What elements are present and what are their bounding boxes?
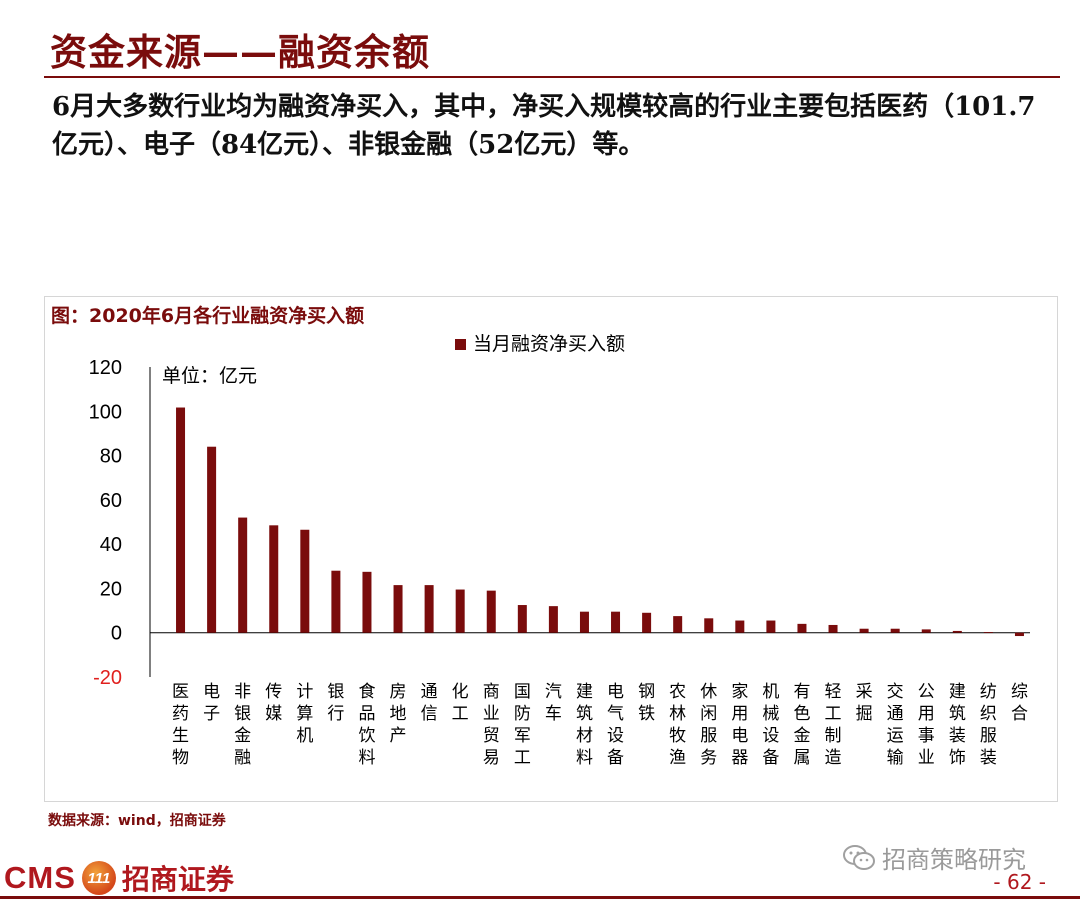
x-tick-label: 家用电器 <box>731 682 748 768</box>
bar-15 <box>611 611 621 633</box>
x-tick-label: 综合 <box>1011 682 1028 724</box>
bar-6 <box>331 570 341 633</box>
y-tick-label: 120 <box>89 357 122 379</box>
y-tick-label: 40 <box>100 534 122 556</box>
x-tick-label: 通信 <box>421 682 438 724</box>
logo-cms-text: CMS <box>4 860 76 895</box>
bar-3 <box>238 517 248 633</box>
bar-8 <box>393 585 403 633</box>
bar-24 <box>890 628 900 633</box>
bar-10 <box>455 589 465 633</box>
bar-22 <box>828 624 838 633</box>
x-tick-label: 机械设备 <box>762 682 779 768</box>
bar-1 <box>176 407 186 633</box>
x-tick-label: 建筑装饰 <box>949 682 966 768</box>
bar-13 <box>548 606 558 633</box>
bar-27 <box>983 632 993 633</box>
bar-19 <box>735 620 745 633</box>
x-tick-label: 银行 <box>327 682 344 724</box>
y-tick-label: 100 <box>89 401 122 423</box>
logo-badge-icon: 111 <box>81 861 116 895</box>
bar-28 <box>1014 632 1024 637</box>
x-tick-label: 非银金融 <box>234 682 251 768</box>
bar-9 <box>424 585 434 633</box>
x-tick-label: 食品饮料 <box>358 682 375 768</box>
bar-26 <box>952 630 962 633</box>
x-tick-label: 传媒 <box>265 682 282 724</box>
bar-14 <box>579 611 589 633</box>
bar-12 <box>517 605 527 633</box>
title-divider <box>44 76 1060 78</box>
x-tick-label: 建筑材料 <box>576 682 593 768</box>
footer-divider <box>0 896 1080 899</box>
bar-25 <box>921 629 931 633</box>
y-tick-label: 80 <box>100 446 122 468</box>
page-number: - 62 - <box>993 870 1046 894</box>
bar-7 <box>362 571 372 633</box>
x-tick-label: 休闲服务 <box>700 682 717 768</box>
bar-5 <box>300 529 310 633</box>
bar-4 <box>269 525 279 633</box>
chart-panel: 图：2020年6月各行业融资净买入额 -20 0 20 40 60 80 100 120 医药生… <box>44 296 1058 802</box>
figure-caption: 图：2020年6月各行业融资净买入额 <box>51 305 365 327</box>
x-tick-label: 电子 <box>203 682 220 724</box>
bar-11 <box>486 590 496 633</box>
watermark-text: 招商策略研究 <box>882 846 1026 874</box>
legend-label: 当月融资净买入额 <box>473 333 625 355</box>
y-tick-label: 20 <box>100 578 122 600</box>
x-tick-label: 纺织服装 <box>980 682 997 768</box>
bar-2 <box>207 446 217 633</box>
bar-21 <box>797 623 807 633</box>
bar-20 <box>766 620 776 633</box>
bar-17 <box>673 616 683 633</box>
bar-16 <box>642 612 652 633</box>
data-source: 数据来源：wind，招商证券 <box>48 813 226 829</box>
y-tick-label: 0 <box>111 623 122 645</box>
x-tick-label: 计算机 <box>296 682 313 746</box>
wechat-icon <box>843 844 875 870</box>
x-tick-label: 采掘 <box>856 682 873 724</box>
legend-swatch <box>455 339 466 350</box>
x-tick-label: 交通运输 <box>887 682 904 768</box>
x-tick-label: 电气设备 <box>607 682 624 768</box>
bar-chart: -20 0 20 40 60 80 100 120 医药生物电子非银金融传媒计算机银行食品饮料房… <box>89 333 1030 768</box>
logo-chinese-name: 招商证券 <box>121 863 234 896</box>
x-tick-label: 轻工制造 <box>825 682 842 768</box>
y-tick-label: 60 <box>100 490 122 512</box>
x-tick-label: 化工 <box>452 682 469 724</box>
page-title: 资金来源——融资余额 <box>50 30 430 74</box>
x-tick-label: 国防军工 <box>514 682 531 768</box>
wechat-watermark: 招商策略研究 <box>842 840 1026 875</box>
bar-18 <box>704 618 714 633</box>
y-tick-label: -20 <box>93 667 122 689</box>
x-tick-label: 医药生物 <box>172 682 189 768</box>
company-logo: CMS 111 招商证券 <box>4 858 234 898</box>
x-tick-label: 有色金属 <box>793 682 810 768</box>
x-tick-label: 商业贸易 <box>483 682 500 768</box>
x-tick-label: 公用事业 <box>918 682 935 768</box>
x-tick-label: 汽车 <box>545 682 562 724</box>
x-tick-label: 钢铁 <box>638 682 655 724</box>
x-tick-label: 房地产 <box>390 682 407 746</box>
bar-23 <box>859 628 869 633</box>
summary-paragraph: 6月大多数行业均为融资净买入，其中，净买入规模较高的行业主要包括医药（101.7… <box>52 92 1036 160</box>
unit-note: 单位：亿元 <box>162 365 257 387</box>
x-tick-label: 农林牧渔 <box>669 682 686 768</box>
